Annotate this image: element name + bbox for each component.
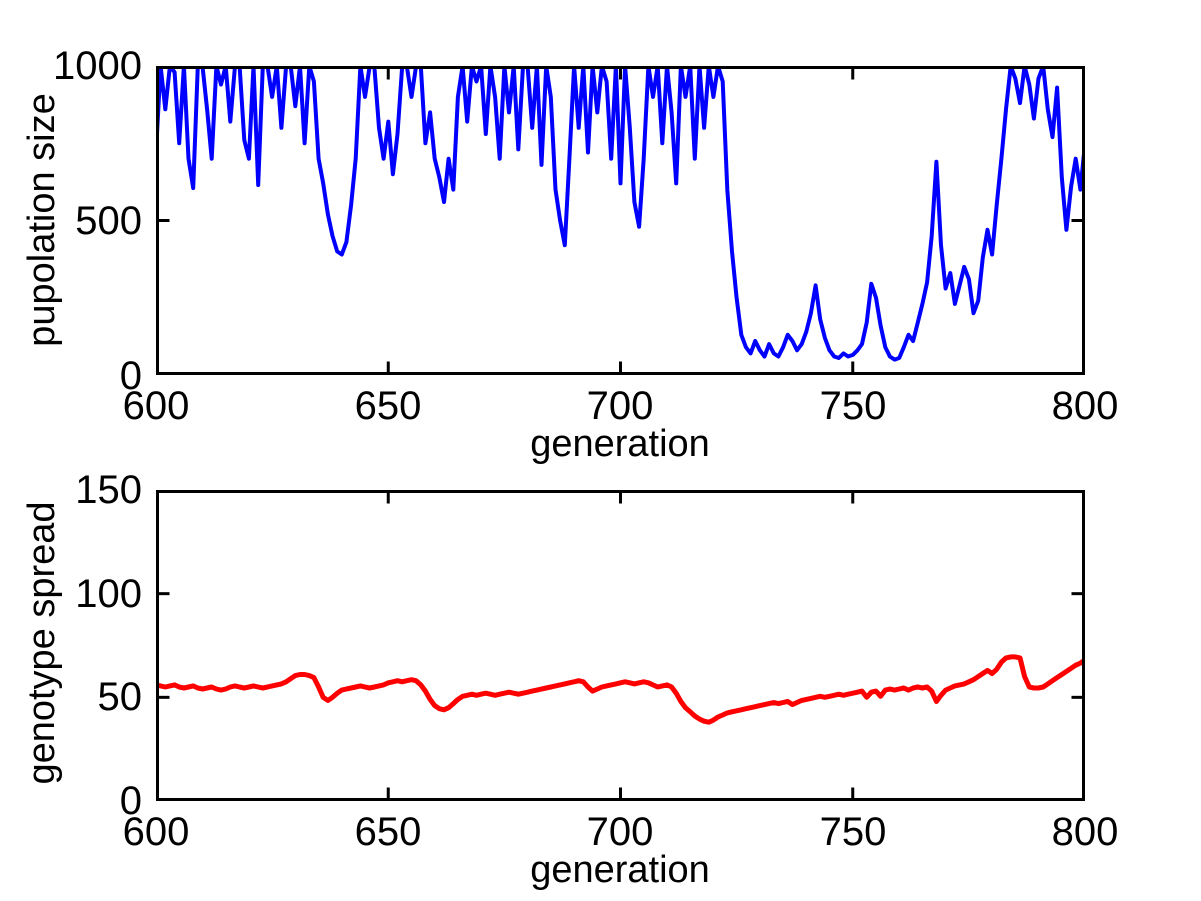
- xtick-label: 700: [586, 810, 654, 854]
- ytick-label: 0: [119, 779, 142, 823]
- population-size-line: [156, 66, 1085, 362]
- xtick-label: 700: [586, 384, 654, 428]
- xtick-label: 750: [819, 810, 887, 854]
- genotype-spread-line: [156, 654, 1085, 725]
- xtick-label: 600: [122, 384, 190, 428]
- ytick-label: 0: [119, 354, 142, 398]
- ytick-label: 50: [97, 675, 143, 719]
- ytick-label: 1000: [53, 44, 142, 88]
- y-axis-label: pupolation size: [21, 93, 63, 347]
- xtick-label: 800: [1051, 810, 1119, 854]
- population-plot-area: [156, 66, 1085, 375]
- x-axis-label: generation: [530, 849, 710, 891]
- xtick-label: 650: [354, 384, 422, 428]
- plot-frame: [156, 66, 1085, 375]
- xtick-label: 800: [1051, 384, 1119, 428]
- genotype-plot-area: [156, 490, 1085, 801]
- xtick-label: 650: [354, 810, 422, 854]
- ytick-label: 150: [75, 468, 142, 512]
- ytick-label: 100: [75, 572, 142, 616]
- xtick-label: 750: [819, 384, 887, 428]
- ytick-label: 500: [75, 199, 142, 243]
- xtick-label: 600: [122, 810, 190, 854]
- x-axis-label: generation: [530, 423, 710, 465]
- plot-frame: [156, 490, 1085, 801]
- y-axis-label: genotype spread: [21, 501, 63, 785]
